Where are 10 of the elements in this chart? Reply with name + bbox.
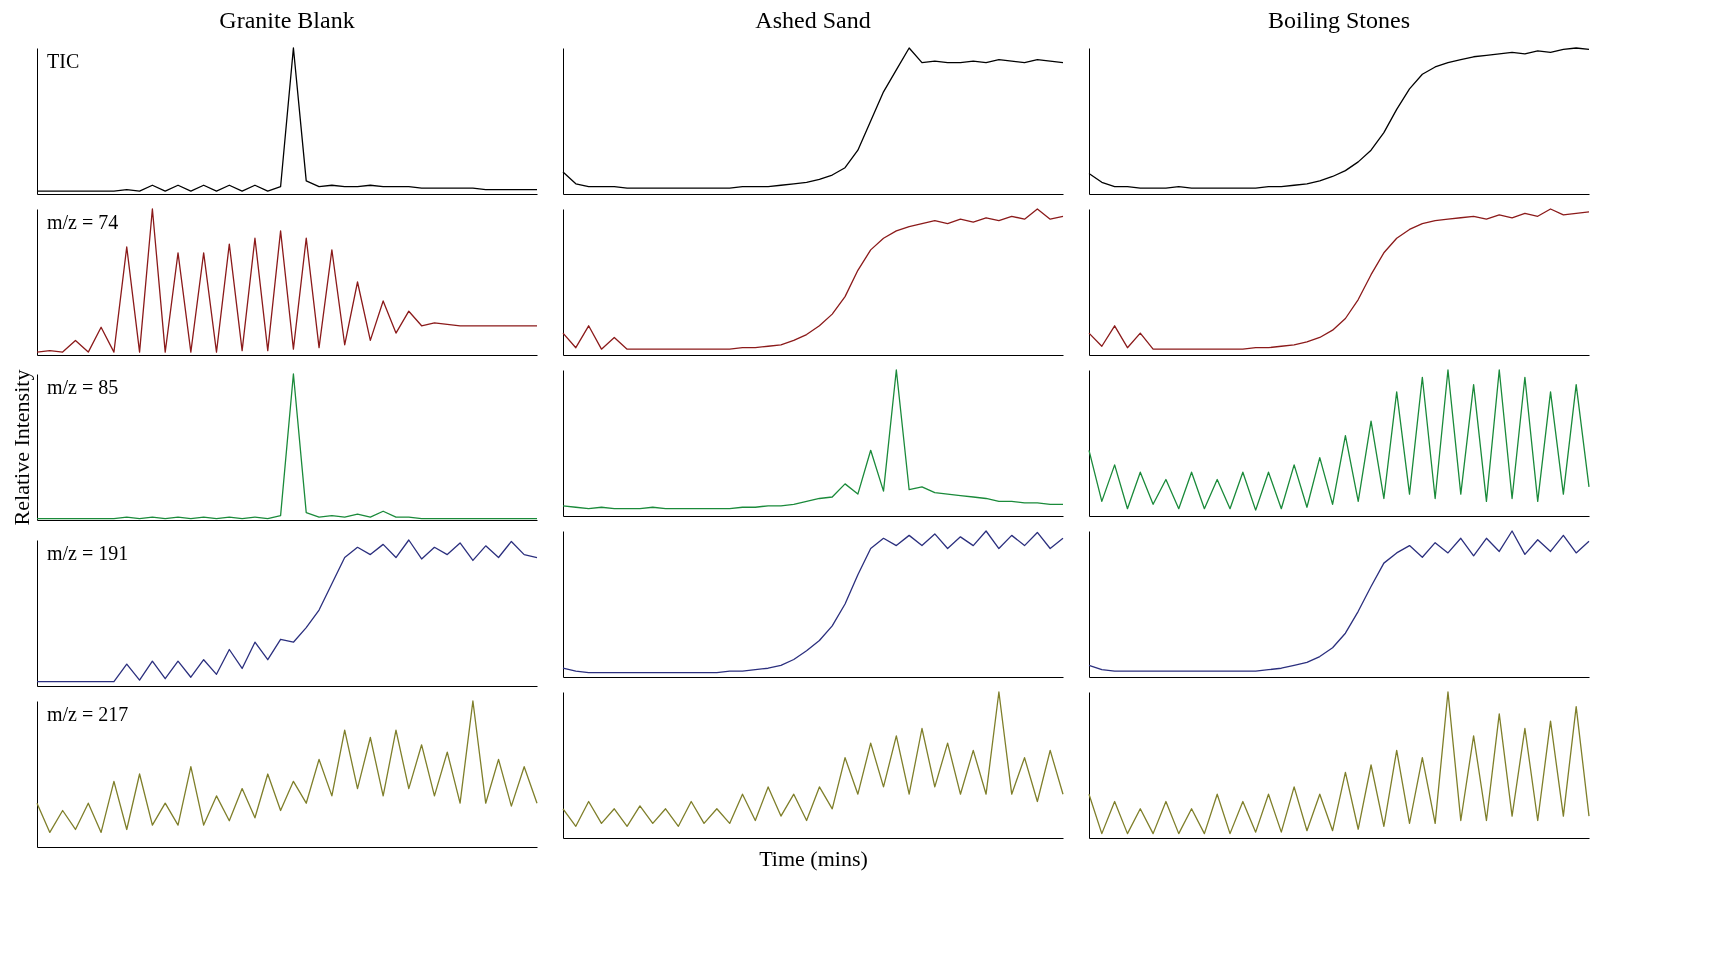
- annotation: m/z = 74: [47, 211, 119, 233]
- annotation: m/z = 191: [47, 542, 129, 564]
- y-axis-title: Relative Intensity: [8, 369, 34, 526]
- chart-title: Boiling Stones: [1267, 7, 1411, 34]
- annotation: TIC: [47, 50, 80, 72]
- annotation: m/z = 85: [47, 376, 119, 398]
- x-axis-title: Time (mins): [759, 845, 868, 871]
- chart-title: Ashed Sand: [755, 7, 871, 34]
- chart-title: Granite Blank: [219, 7, 355, 34]
- annotation: m/z = 217: [47, 703, 129, 725]
